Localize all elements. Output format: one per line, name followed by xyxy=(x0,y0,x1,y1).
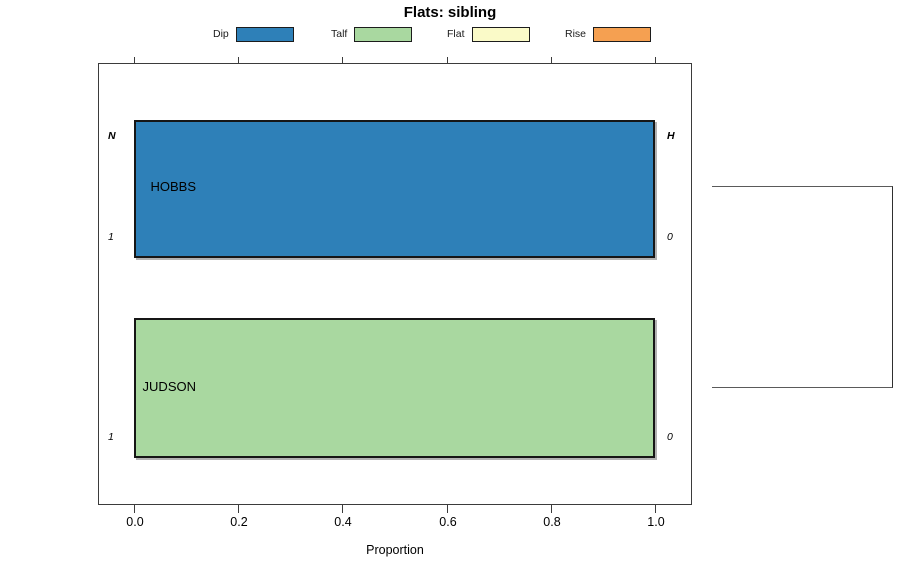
bar-hobbs-annot-bottom-left: 1 xyxy=(108,231,114,243)
x-tick-5 xyxy=(655,505,657,513)
x-tick-4 xyxy=(551,505,553,513)
x-tick-label-5: 1.0 xyxy=(647,515,665,529)
row-label-judson: JUDSON xyxy=(142,379,196,394)
bar-hobbs-annot-top-right: H xyxy=(667,130,675,142)
bar-hobbs-annot-bottom-right: 0 xyxy=(667,231,673,243)
bar-judson-annot-bottom-right: 0 xyxy=(667,431,673,443)
chart-title: Flats: sibling xyxy=(403,4,497,21)
x-tick-1 xyxy=(238,505,240,513)
top-tick-1 xyxy=(238,57,240,64)
x-tick-label-0: 0.0 xyxy=(126,515,144,529)
bar-judson-talf[interactable] xyxy=(134,318,655,458)
bar-hobbs-annot-top-left: N xyxy=(108,130,116,142)
bar-hobbs-dip[interactable] xyxy=(134,120,655,258)
top-tick-3 xyxy=(447,57,449,64)
bar-judson-annot-bottom-left: 1 xyxy=(108,431,114,443)
chart-legend: Dip Talf Flat Rise xyxy=(213,25,673,43)
legend-label-dip: Dip xyxy=(213,28,229,40)
top-tick-2 xyxy=(342,57,344,64)
legend-entry-dip[interactable]: Dip xyxy=(213,25,294,43)
top-tick-0 xyxy=(134,57,136,64)
x-tick-label-4: 0.8 xyxy=(543,515,561,529)
legend-entry-talf[interactable]: Talf xyxy=(331,25,413,43)
x-tick-3 xyxy=(447,505,449,513)
row-label-hobbs: HOBBS xyxy=(150,179,196,194)
x-axis-title: Proportion xyxy=(366,543,424,557)
legend-entry-flat[interactable]: Flat xyxy=(447,25,530,43)
top-tick-4 xyxy=(551,57,553,64)
x-tick-label-3: 0.6 xyxy=(439,515,457,529)
legend-swatch-flat xyxy=(471,26,530,42)
legend-swatch-dip xyxy=(235,26,294,42)
x-tick-2 xyxy=(342,505,344,513)
legend-swatch-talf xyxy=(354,26,413,42)
legend-label-rise: Rise xyxy=(565,28,587,40)
legend-label-flat: Flat xyxy=(447,28,465,40)
x-tick-label-2: 0.4 xyxy=(334,515,352,529)
side-panel-box xyxy=(712,186,893,388)
legend-label-talf: Talf xyxy=(331,28,348,40)
x-tick-0 xyxy=(134,505,136,513)
x-tick-label-1: 0.2 xyxy=(230,515,248,529)
legend-swatch-rise xyxy=(593,26,652,42)
legend-entry-rise[interactable]: Rise xyxy=(565,25,652,43)
top-tick-5 xyxy=(655,57,657,64)
